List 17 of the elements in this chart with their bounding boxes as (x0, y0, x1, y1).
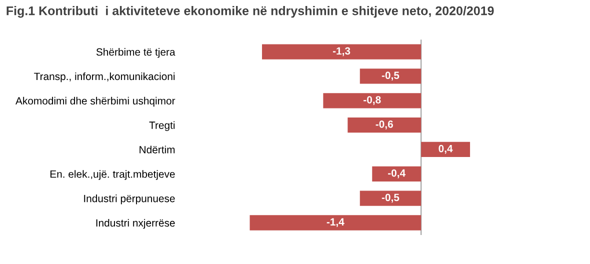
y-tick-label: Industri nxjerrëse (96, 218, 175, 229)
y-tick-label: Shërbime të tjera (96, 48, 176, 58)
data-label: -0,8 (364, 96, 381, 105)
data-label: -1,3 (332, 47, 350, 56)
data-label: -1,4 (326, 218, 344, 228)
y-tick-label: Transp., inform.,komunikacioni (34, 72, 175, 82)
data-label: -0,5 (382, 194, 400, 203)
data-label: -0,5 (382, 72, 400, 81)
data-label: -0,4 (388, 169, 406, 178)
y-tick-label: Ndërtim (140, 146, 175, 154)
y-tick-label: Tregti (149, 121, 175, 132)
data-label: -0,6 (376, 120, 393, 130)
y-tick-label: Industri përpunuese (84, 194, 175, 204)
chart-title: Fig.1 Kontributi i aktiviteteve ekonomike në ndryshimin e shitjeve neto, 2020/2019 (6, 6, 494, 18)
y-tick-label: Akomodimi dhe shërbimi ushqimor (16, 96, 176, 107)
y-tick-label: En. elek.,ujë. trajt.mbetjeve (50, 170, 175, 180)
data-label: 0,4 (438, 144, 453, 154)
